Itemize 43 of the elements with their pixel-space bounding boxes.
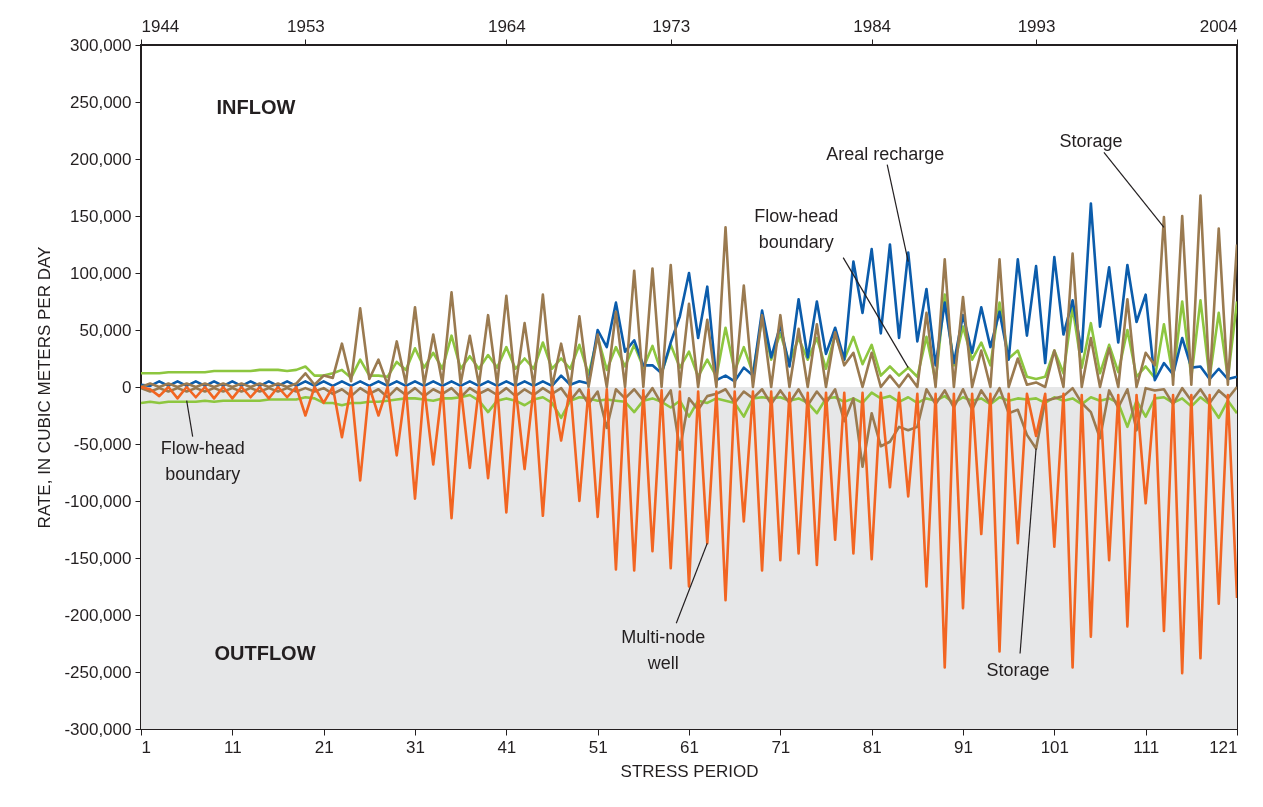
annotation: Flow-head boundary (160, 437, 245, 484)
y-tick-label: 100,000 (70, 263, 132, 283)
annotation: Flow-head boundary (754, 205, 839, 252)
y-tick-label: 200,000 (70, 149, 132, 169)
annotation: OUTFLOW (214, 642, 316, 664)
annotation: INFLOW (216, 96, 296, 118)
x-tick-label: 101 (1040, 737, 1070, 757)
x-tick-label: 121 (1209, 737, 1238, 757)
annotation: Multi-node well (621, 627, 706, 674)
x-tick-label: 21 (314, 737, 334, 757)
x-tick-label: 1 (141, 737, 151, 757)
y-tick-label: 0 (122, 377, 132, 397)
annotation: Storage (986, 659, 1050, 680)
y-tick-label: -50,000 (73, 434, 132, 454)
y-tick-label: -200,000 (64, 605, 132, 625)
y-tick-label: -100,000 (64, 491, 132, 511)
y-tick-label: -250,000 (64, 662, 132, 682)
y-tick-label: -300,000 (64, 719, 132, 739)
x2-tick-label: 1944 (141, 16, 180, 36)
x-axis-title: STRESS PERIOD (620, 761, 759, 781)
x2-tick-label: 1953 (286, 16, 325, 36)
annotation: Areal recharge (826, 143, 945, 164)
y-tick-label: -150,000 (64, 548, 132, 568)
x-tick-label: 31 (406, 737, 425, 757)
x-tick-label: 51 (588, 737, 608, 757)
x-tick-label: 71 (771, 737, 791, 757)
y-tick-label: 300,000 (70, 35, 132, 55)
x2-tick-label: 2004 (1199, 16, 1238, 36)
y-tick-label: 250,000 (70, 92, 132, 112)
x-tick-label: 11 (224, 737, 242, 757)
x-tick-label: 41 (497, 737, 517, 757)
annotation: Storage (1059, 131, 1123, 152)
x2-tick-label: 1964 (487, 16, 526, 36)
x-tick-label: 61 (680, 737, 699, 757)
y-tick-label: 50,000 (79, 320, 132, 340)
x2-tick-label: 1973 (652, 16, 691, 36)
x-tick-label: 111 (1133, 737, 1160, 757)
y-axis-title: RATE, IN CUBIC METERS PER DAY (35, 246, 55, 529)
x-tick-label: 91 (954, 737, 973, 757)
x2-tick-label: 1984 (853, 16, 892, 36)
y-tick-label: 150,000 (70, 206, 132, 226)
x-tick-label: 81 (862, 737, 882, 757)
x2-tick-label: 1993 (1017, 16, 1056, 36)
